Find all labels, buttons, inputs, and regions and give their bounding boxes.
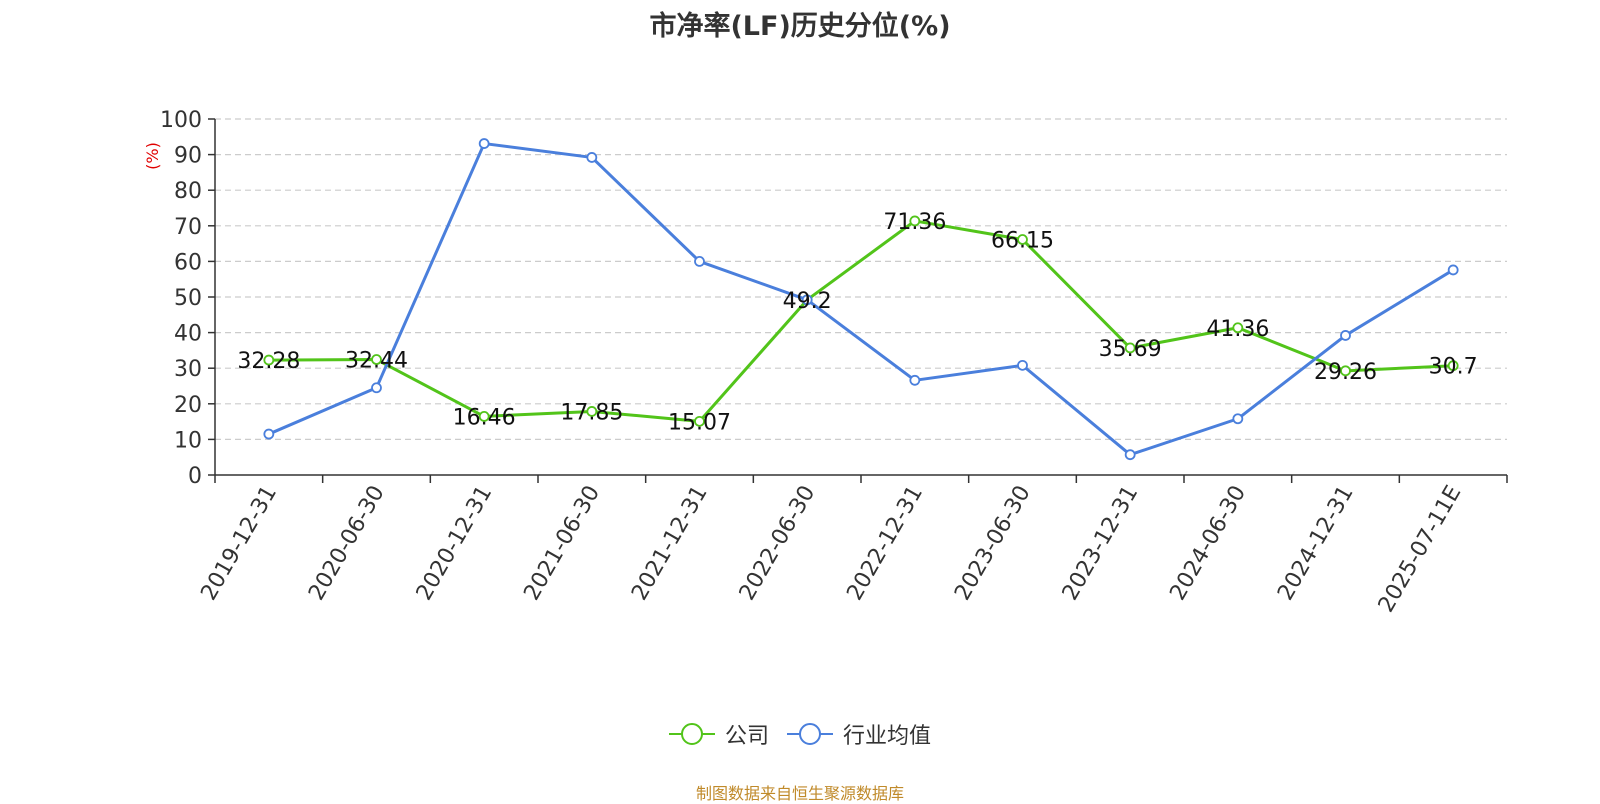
x-tick-label: 2024-06-30 xyxy=(1165,482,1251,605)
data-point xyxy=(1447,360,1459,372)
legend-line-circle-icon xyxy=(668,723,715,745)
data-point xyxy=(478,411,490,422)
data-point xyxy=(1232,413,1244,425)
data-point xyxy=(1447,264,1459,276)
data-label: 35.69 xyxy=(1099,337,1162,362)
y-tick-label: 50 xyxy=(174,286,202,311)
x-tick-label: 2021-06-30 xyxy=(519,482,605,605)
data-label: 41.36 xyxy=(1206,317,1269,342)
data-label: 15.07 xyxy=(668,410,731,435)
x-tick-label: 2019-12-31 xyxy=(196,482,282,605)
data-label: 30.7 xyxy=(1429,355,1478,380)
y-tick-label: 90 xyxy=(174,144,202,169)
data-label: 32.28 xyxy=(237,349,300,374)
data-point xyxy=(1340,365,1351,377)
x-tick-label: 2021-12-31 xyxy=(627,482,713,605)
x-tick-label: 2023-12-31 xyxy=(1058,482,1144,605)
x-tick-label: 2022-12-31 xyxy=(842,481,928,604)
data-point xyxy=(371,382,382,394)
legend-item-industry-average[interactable]: 行业均值 xyxy=(787,718,931,750)
y-tick-label: 30 xyxy=(174,357,202,382)
data-point xyxy=(694,255,705,267)
x-tick-label: 2025-07-11E xyxy=(1374,482,1467,617)
y-tick-label: 10 xyxy=(174,428,202,453)
data-point xyxy=(1232,322,1244,334)
x-tick-label: 2020-12-31 xyxy=(412,481,498,604)
y-tick-label: 40 xyxy=(174,322,202,347)
data-label: 16.46 xyxy=(453,405,516,430)
data-point xyxy=(909,374,921,386)
data-label: 71.36 xyxy=(883,210,946,235)
legend-label-company: 公司 xyxy=(724,724,769,749)
y-tick-label: 20 xyxy=(174,393,202,418)
legend-label-industry-average: 行业均值 xyxy=(843,724,932,749)
y-tick-label: 70 xyxy=(174,215,202,240)
data-label: 32.44 xyxy=(345,349,408,374)
x-tick-label: 2024-12-31 xyxy=(1273,482,1359,605)
data-point xyxy=(1124,342,1136,354)
data-labels: 32.28 32.44 16.46 17.85 15.07 49.2 71.36 66.15 3… xyxy=(237,210,1477,435)
data-point xyxy=(1124,449,1136,461)
series-line-company xyxy=(268,219,1454,423)
data-point xyxy=(1017,359,1028,371)
data-point xyxy=(371,354,382,365)
data-point xyxy=(1340,330,1351,341)
grid-lines xyxy=(215,118,1507,440)
data-point xyxy=(586,406,598,417)
x-tick-label: 2020-06-30 xyxy=(304,482,390,605)
data-point xyxy=(801,294,813,306)
data-point xyxy=(1017,234,1028,245)
data-point xyxy=(263,428,275,440)
legend-line-circle-icon xyxy=(787,723,833,745)
y-axis-label: (%) xyxy=(143,142,162,170)
data-label: 17.85 xyxy=(560,400,623,425)
data-point xyxy=(478,138,490,149)
x-tick-label: 2022-06-30 xyxy=(735,482,821,605)
data-label: 29.26 xyxy=(1314,360,1377,385)
source-note: 制图数据来自恒生聚源数据库 xyxy=(695,784,904,803)
legend: 公司 行业均值 xyxy=(0,718,1600,750)
y-tick-label: 0 xyxy=(188,464,202,489)
series-line-industry-average xyxy=(268,142,1454,457)
series-lines xyxy=(263,138,1459,461)
data-point xyxy=(586,152,598,163)
data-point xyxy=(909,215,921,227)
y-tick-label: 80 xyxy=(174,179,202,204)
chart-title: 市净率(LF)历史分位(%) xyxy=(649,11,951,42)
y-tick-label: 100 xyxy=(160,108,202,133)
legend-item-company[interactable]: 公司 xyxy=(668,718,769,750)
data-point xyxy=(263,354,275,366)
data-point xyxy=(694,415,705,427)
data-label: 49.2 xyxy=(783,289,832,314)
data-label: 66.15 xyxy=(991,229,1054,254)
x-tick-label: 2023-06-30 xyxy=(950,482,1036,605)
y-tick-label: 60 xyxy=(174,250,202,275)
